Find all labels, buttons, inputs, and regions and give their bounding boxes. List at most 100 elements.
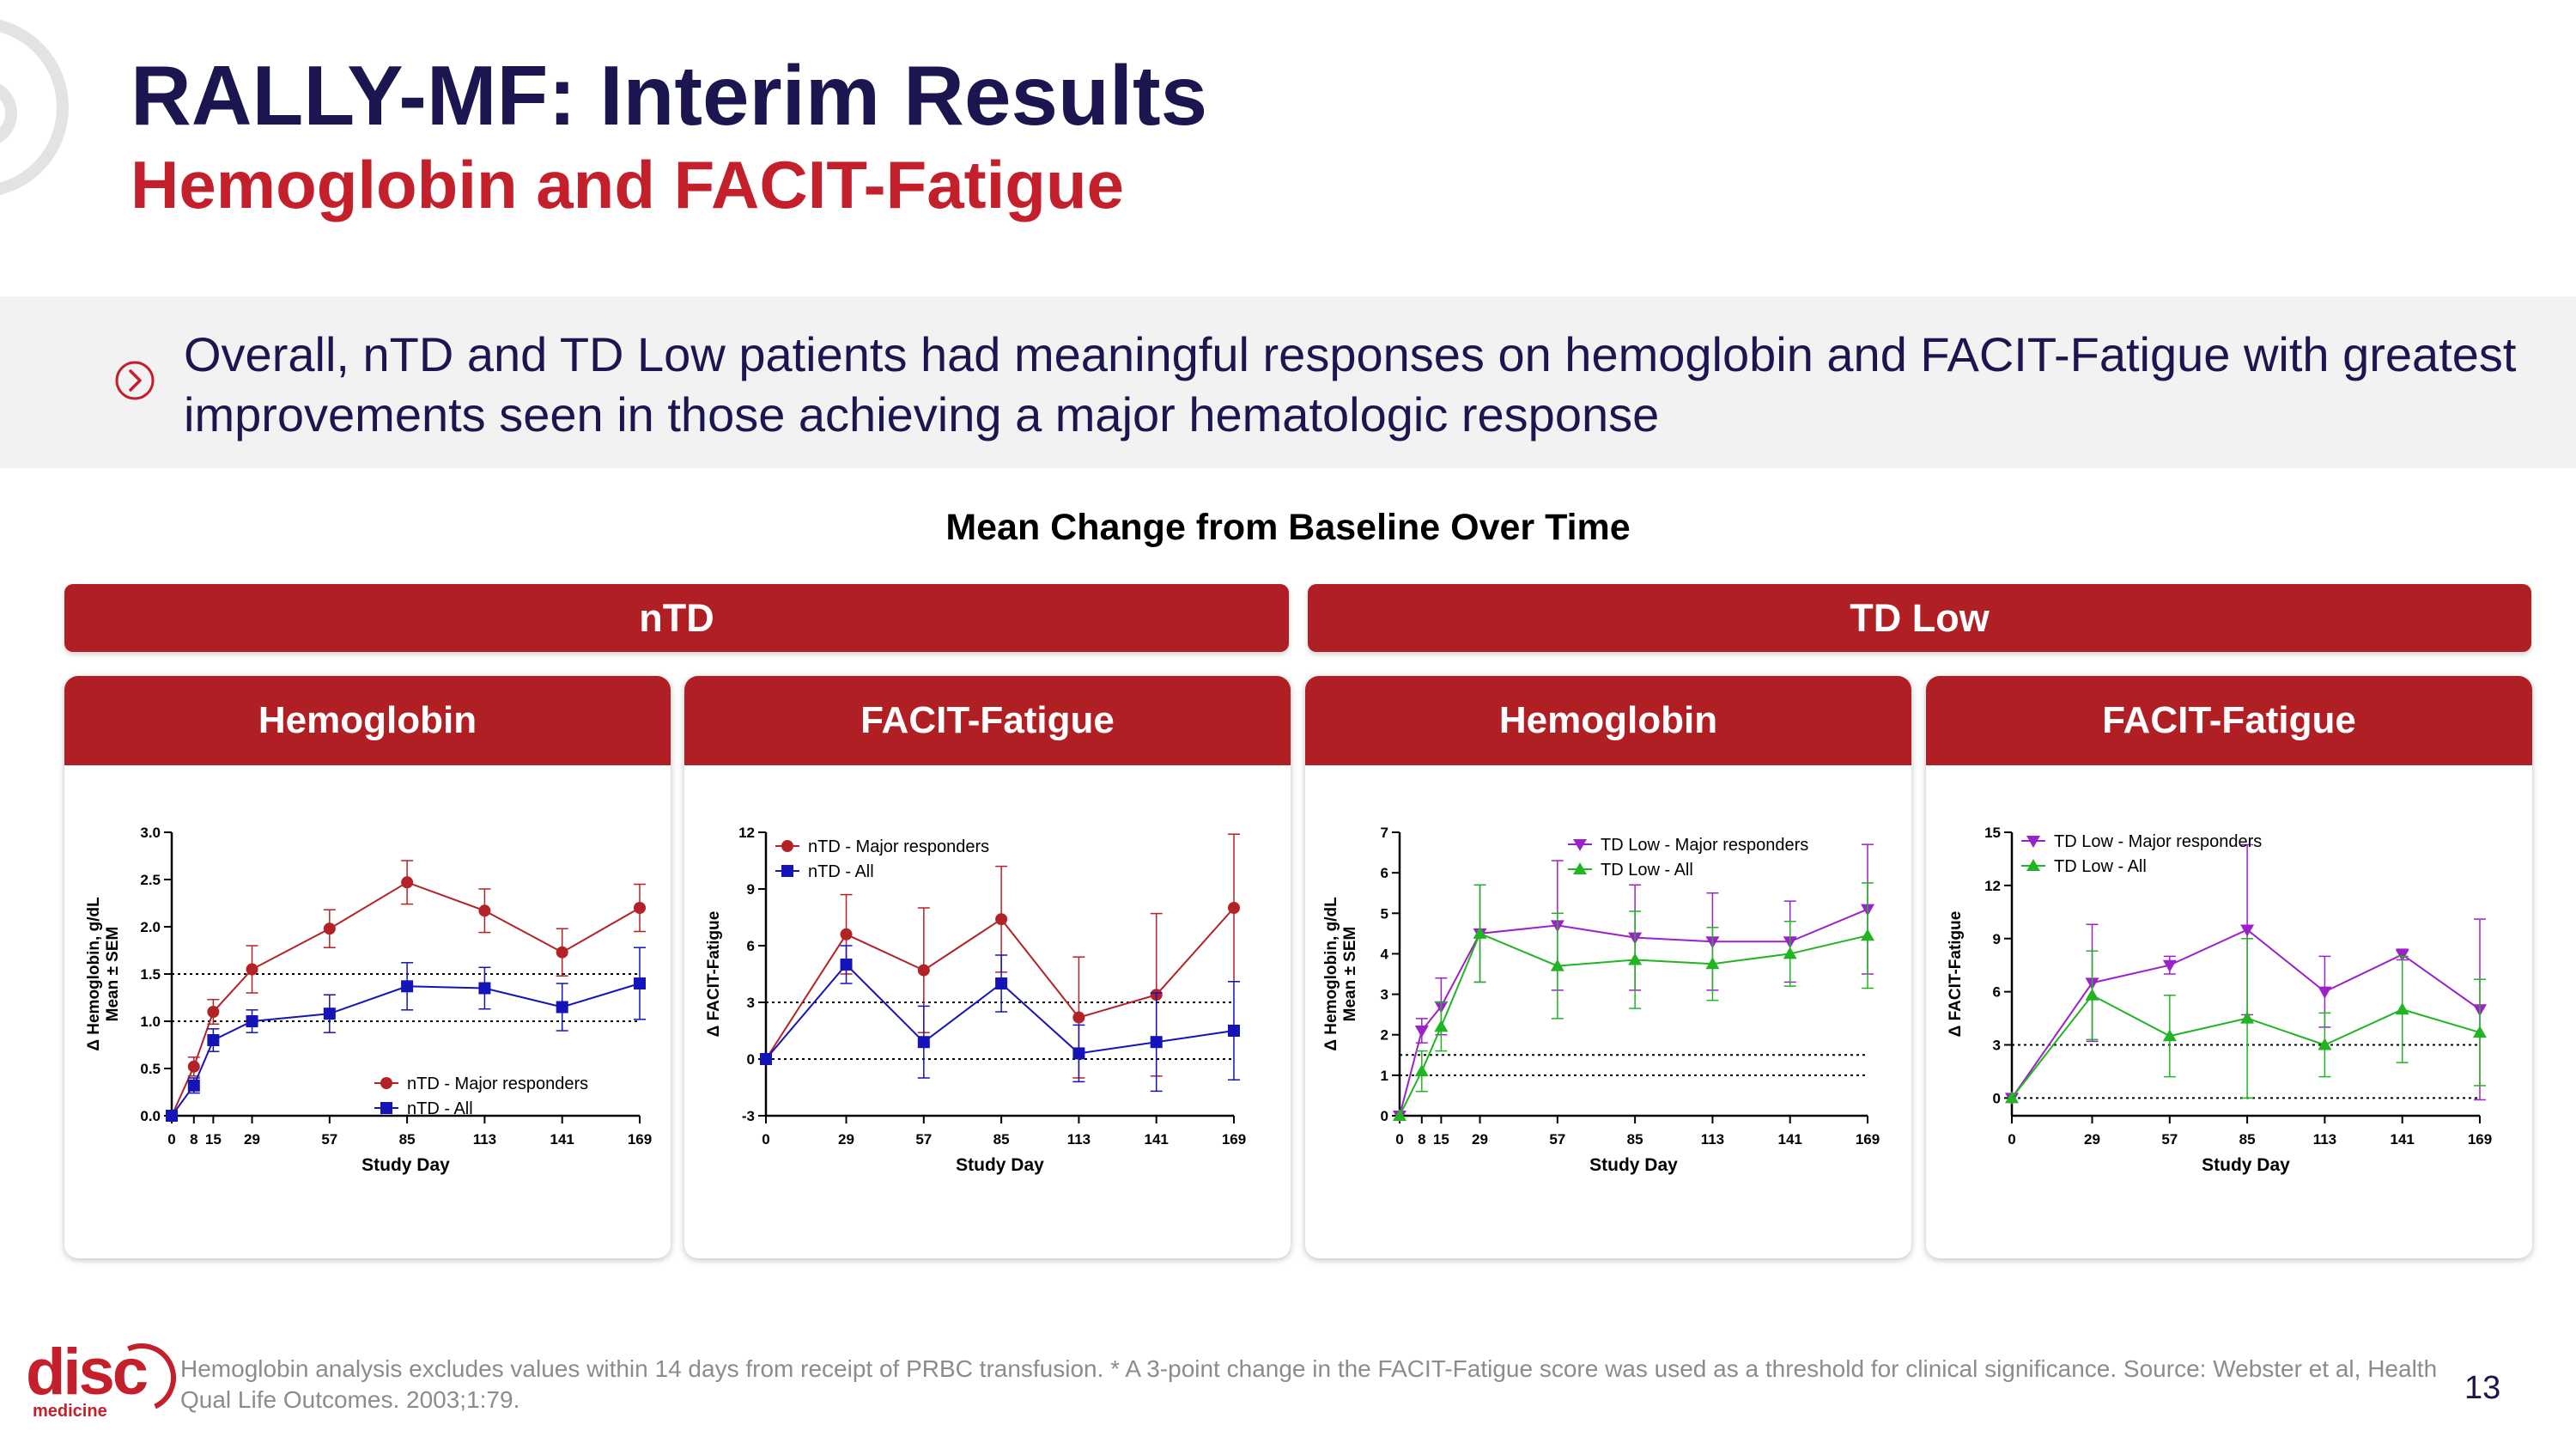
data-point	[2395, 1002, 2409, 1015]
y-tick-label: 3	[1381, 987, 1388, 1003]
x-tick-label: 113	[1701, 1131, 1724, 1148]
legend-label: nTD - Major responders	[808, 837, 989, 856]
x-tick-label: 113	[473, 1131, 496, 1148]
data-point	[634, 977, 646, 989]
y-tick-label: 9	[747, 881, 755, 898]
x-tick-label: 29	[1472, 1131, 1488, 1148]
data-point	[2318, 1038, 2332, 1050]
series-major-responders	[1393, 843, 1874, 1123]
x-tick-label: 0	[167, 1131, 175, 1148]
company-logo: disc medicine	[26, 1333, 186, 1426]
data-point	[478, 904, 491, 917]
data-point	[556, 1001, 568, 1014]
y-tick-label: 2.5	[140, 872, 161, 888]
data-point	[1072, 1011, 1085, 1024]
x-tick-label: 85	[993, 1131, 1010, 1148]
series-line	[2011, 994, 2481, 1099]
series-major-responders	[760, 833, 1240, 1079]
data-point	[323, 1008, 336, 1020]
x-tick-label: 141	[2391, 1131, 2415, 1148]
x-tick-label: 169	[1856, 1131, 1880, 1148]
x-tick-label: 57	[1549, 1131, 1565, 1148]
x-tick-label: 0	[762, 1131, 769, 1148]
chevron-circle-icon	[115, 361, 155, 400]
data-point	[840, 928, 853, 941]
y-tick-label: 15	[1984, 825, 2001, 841]
y-tick-label: -3	[742, 1108, 755, 1124]
key-message-banner	[0, 296, 2576, 468]
chart-tdlow-facit: 0 3 6 9 12 15 0 29 57 85 113 141 169 Study Day Δ FACIT…	[1947, 825, 2492, 1175]
data-point	[1228, 1025, 1240, 1037]
y-tick-label: 2.0	[140, 919, 161, 935]
y-tick-label: 6	[1381, 865, 1388, 881]
x-tick-label: 15	[1433, 1131, 1449, 1148]
data-point	[1473, 926, 1487, 939]
y-tick-label: 0	[747, 1051, 755, 1068]
x-tick-label: 57	[915, 1131, 932, 1148]
data-point	[2473, 1026, 2487, 1038]
data-point	[2240, 1011, 2255, 1024]
series-all	[166, 947, 646, 1122]
data-point	[401, 876, 414, 889]
panel-tdlow-facit: FACIT-Fatigue 0 3 6 9 12 15 0 29 57 85 113 141 169 St…	[1926, 676, 2532, 1258]
legend-label: nTD - Major responders	[407, 1075, 588, 1093]
panel-tdlow-hemoglobin: Hemoglobin 0 1 2 3 4 5 6 7 0 8 15 29 57 85 113 141 169 St…	[1305, 676, 1911, 1258]
legend-label: TD Low - Major responders	[2054, 832, 2262, 851]
page-number: 13	[2464, 1370, 2501, 1406]
y-tick-label: 0.5	[140, 1061, 161, 1077]
data-point	[2162, 1029, 2177, 1042]
series-major-responders	[2005, 843, 2487, 1105]
data-point	[323, 922, 336, 935]
data-point	[995, 977, 1008, 989]
x-tick-label: 169	[1222, 1131, 1246, 1148]
data-point	[2395, 949, 2409, 962]
legend-label: TD Low - All	[1601, 861, 1693, 880]
y-tick-label: 6	[747, 938, 755, 954]
series-all	[760, 945, 1240, 1093]
y-tick-label: 0	[1381, 1108, 1388, 1124]
legend-label: nTD - All	[407, 1099, 473, 1118]
data-point	[1861, 928, 1874, 941]
legend-marker	[1573, 839, 1587, 851]
data-point	[1150, 1036, 1163, 1049]
x-axis-label: Study Day	[1589, 1155, 1678, 1175]
data-point	[2085, 988, 2099, 1001]
data-point	[1414, 1026, 1429, 1038]
y-tick-label: 3.0	[140, 825, 161, 841]
series-major-responders	[166, 860, 646, 1122]
x-tick-label: 29	[244, 1131, 260, 1148]
x-tick-label: 15	[205, 1131, 222, 1148]
chart-ntd-facit: -3 0 3 6 9 12 0 29 57 85 113 141 169 Study Day Δ FACIT…	[705, 825, 1246, 1175]
data-point	[207, 1034, 220, 1046]
x-tick-label: 8	[190, 1131, 197, 1148]
y-tick-label: 12	[738, 825, 755, 841]
panel-header: FACIT-Fatigue	[684, 676, 1291, 765]
logo-wordmark: disc	[26, 1336, 149, 1409]
panel-header: Hemoglobin	[1305, 676, 1911, 765]
legend-marker	[1573, 862, 1587, 874]
y-tick-label: 2	[1381, 1027, 1388, 1044]
legend-marker	[781, 865, 793, 877]
data-point	[840, 959, 853, 971]
y-tick-label: 0	[1993, 1090, 2001, 1106]
page-title: RALLY-MF: Interim Results	[131, 48, 1208, 143]
y-tick-label: 1	[1381, 1068, 1388, 1084]
chart-ntd-hemoglobin: 0.0 0.5 1.0 1.5 2.0 2.5 3.0 0 8 15 29 57 85 113 141 169…	[85, 825, 652, 1175]
data-point	[1072, 1047, 1085, 1060]
logo-subtext: medicine	[33, 1402, 107, 1421]
section-title: Mean Change from Baseline Over Time	[945, 507, 1631, 548]
legend-label: TD Low - Major responders	[1601, 836, 1808, 855]
y-tick-label: 1.5	[140, 966, 161, 983]
y-tick-label: 0.0	[140, 1108, 161, 1124]
panel-header: Hemoglobin	[64, 676, 671, 765]
x-tick-label: 57	[321, 1131, 337, 1148]
x-tick-label: 29	[838, 1131, 854, 1148]
x-tick-label: 8	[1418, 1131, 1425, 1148]
series-line	[171, 983, 641, 1117]
x-tick-label: 141	[550, 1131, 574, 1148]
y-axis-label: Mean ± SEM	[1341, 927, 1359, 1022]
y-tick-label: 5	[1381, 905, 1388, 922]
x-tick-label: 169	[2468, 1131, 2492, 1148]
x-axis-label: Study Day	[956, 1155, 1044, 1175]
